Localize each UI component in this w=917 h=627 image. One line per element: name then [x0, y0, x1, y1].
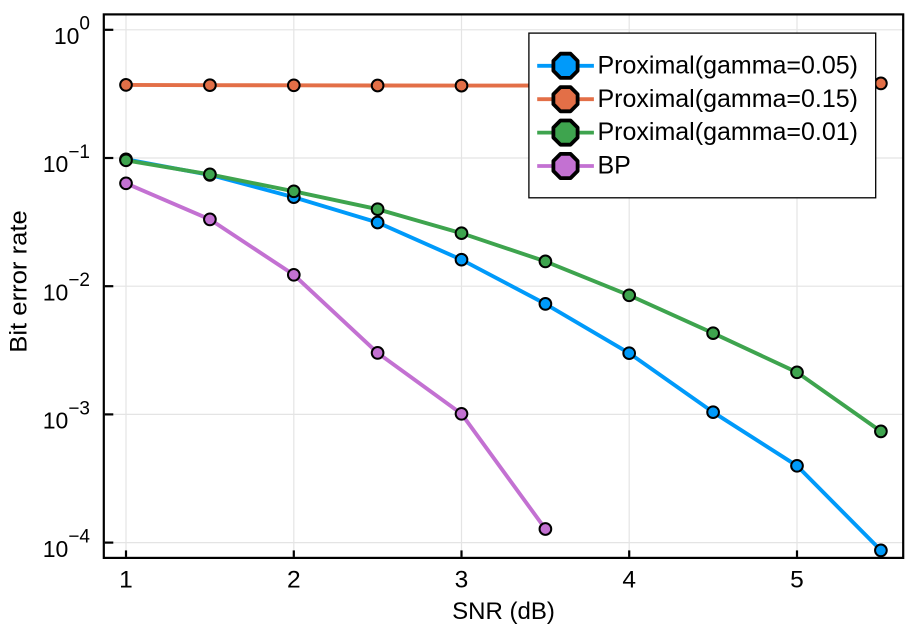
svg-text:Proximal(gamma=0.15): Proximal(gamma=0.15): [598, 85, 859, 113]
svg-text:2: 2: [287, 567, 301, 594]
svg-text:3: 3: [455, 567, 469, 594]
svg-text:SNR (dB): SNR (dB): [452, 598, 555, 625]
svg-text:Proximal(gamma=0.05): Proximal(gamma=0.05): [598, 51, 859, 79]
svg-text:BP: BP: [598, 152, 631, 180]
svg-text:5: 5: [790, 567, 804, 594]
svg-text:Bit error rate: Bit error rate: [5, 210, 32, 353]
svg-text:Proximal(gamma=0.01): Proximal(gamma=0.01): [598, 118, 859, 146]
svg-text:1: 1: [119, 567, 133, 594]
svg-text:4: 4: [622, 567, 636, 594]
